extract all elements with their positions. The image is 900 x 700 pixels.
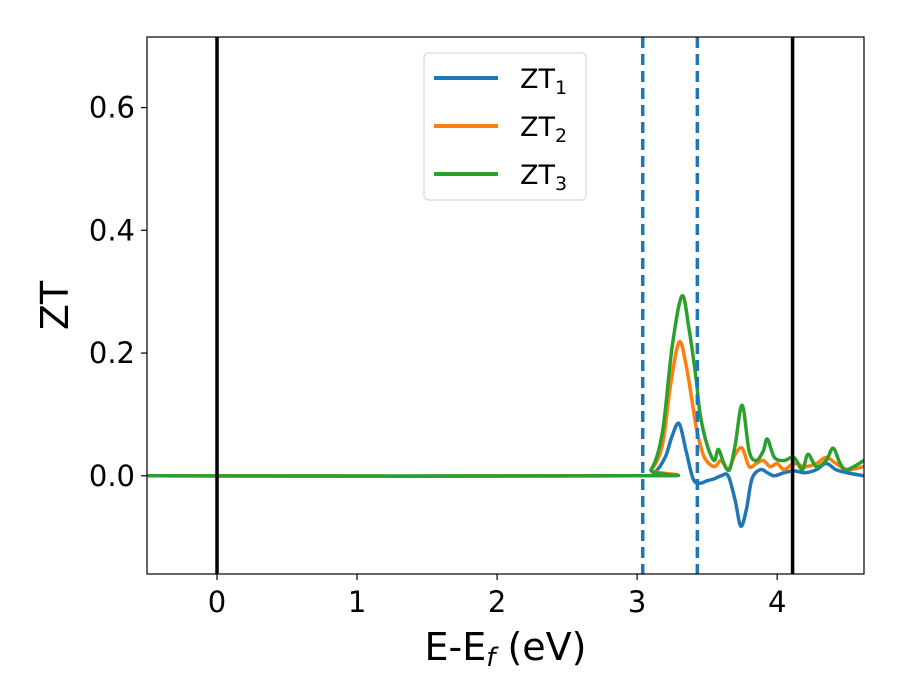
legend-entry: ZT1 xyxy=(520,64,567,99)
y-tick-label: 0.0 xyxy=(89,459,135,493)
legend-entry: ZT3 xyxy=(520,160,567,195)
plot-frame xyxy=(146,36,865,575)
y-tick-label: 0.6 xyxy=(89,91,135,125)
series-line-zt1 xyxy=(147,421,864,528)
y-tick-label: 0.4 xyxy=(89,213,135,247)
x-tick-label: 3 xyxy=(628,585,646,619)
x-tick-label: 4 xyxy=(768,585,786,619)
y-axis-label: ZT xyxy=(33,280,77,330)
series-line-zt2 xyxy=(147,339,864,479)
x-axis-label: E-Ef (eV) xyxy=(425,625,587,673)
x-tick-label: 0 xyxy=(208,585,226,619)
series-line-zt3 xyxy=(147,294,864,479)
y-tick-label: 0.2 xyxy=(89,336,135,370)
legend-entry: ZT2 xyxy=(520,112,567,147)
x-tick-label: 1 xyxy=(348,585,366,619)
x-axis-label-unit: (eV) xyxy=(495,625,586,669)
legend-box xyxy=(423,52,587,201)
x-tick-label: 2 xyxy=(488,585,506,619)
legend: ZT1 ZT2 ZT3 xyxy=(423,52,587,201)
